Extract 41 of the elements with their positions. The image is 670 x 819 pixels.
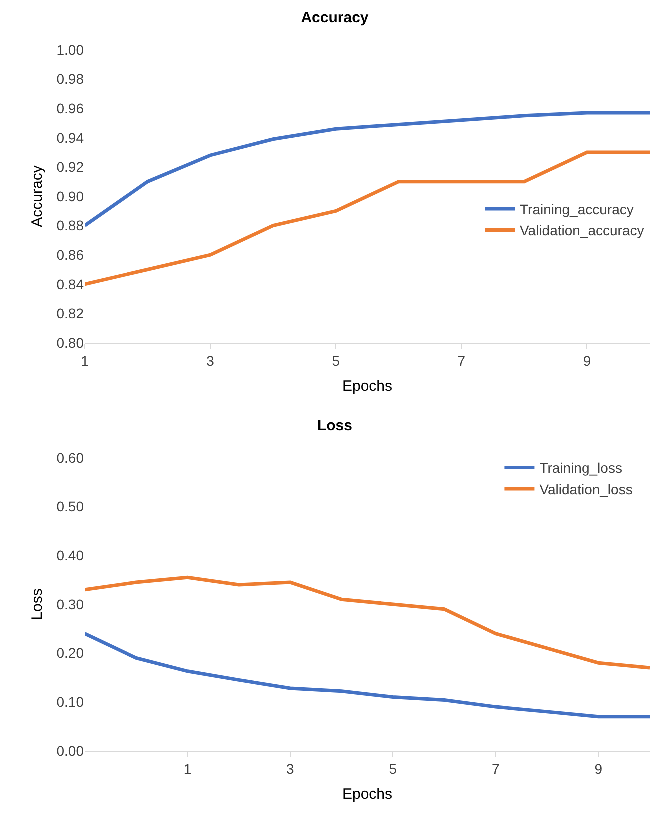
y-tick-label: 1.00 [56,42,84,58]
x-tick-label: 5 [332,352,340,369]
legend-label: Training_accuracy [520,202,634,218]
y-tick-label: 0.94 [56,130,84,146]
x-tick-label: 3 [286,760,295,777]
line-series [85,150,650,286]
x-tick-label: 5 [389,760,398,777]
y-tick-label: 0.96 [56,100,84,116]
chart-title: Loss [317,418,353,435]
x-axis-title: Epochs [342,786,393,803]
y-tick-label: 0.92 [56,159,84,176]
legend-label: Validation_loss [540,481,633,498]
y-tick-label: 0.86 [56,247,84,263]
x-tick-label: 3 [206,352,215,369]
y-tick-label: 0.40 [56,548,84,564]
y-tick-label: 0.82 [56,306,84,322]
x-tick-label: 7 [492,760,500,777]
legend-label: Validation_accuracy [520,222,644,239]
x-tick-label: 9 [583,352,592,369]
y-tick-label: 0.00 [56,742,84,759]
y-axis-title: Accuracy [29,165,46,228]
chart-title: Accuracy [301,10,370,27]
y-tick-label: 0.80 [56,334,84,351]
x-axis-title: Epochs [342,378,393,395]
line-series [85,632,650,719]
y-tick-label: 0.60 [56,450,84,466]
y-tick-label: 0.20 [56,645,84,662]
line-series [85,576,650,670]
y-tick-label: 0.98 [56,71,84,88]
x-tick-label: 9 [594,760,603,777]
y-tick-label: 0.88 [56,218,84,234]
legend-label: Training_loss [540,460,622,476]
y-tick-label: 0.90 [56,188,84,204]
y-tick-label: 0.10 [56,694,84,710]
x-tick-label: 7 [458,352,466,369]
y-tick-label: 0.84 [56,276,84,292]
y-axis-title: Loss [29,588,46,620]
x-tick-label: 1 [184,760,192,777]
x-tick-label: 1 [81,352,90,369]
y-tick-label: 0.30 [56,596,84,612]
y-tick-label: 0.50 [56,498,84,515]
